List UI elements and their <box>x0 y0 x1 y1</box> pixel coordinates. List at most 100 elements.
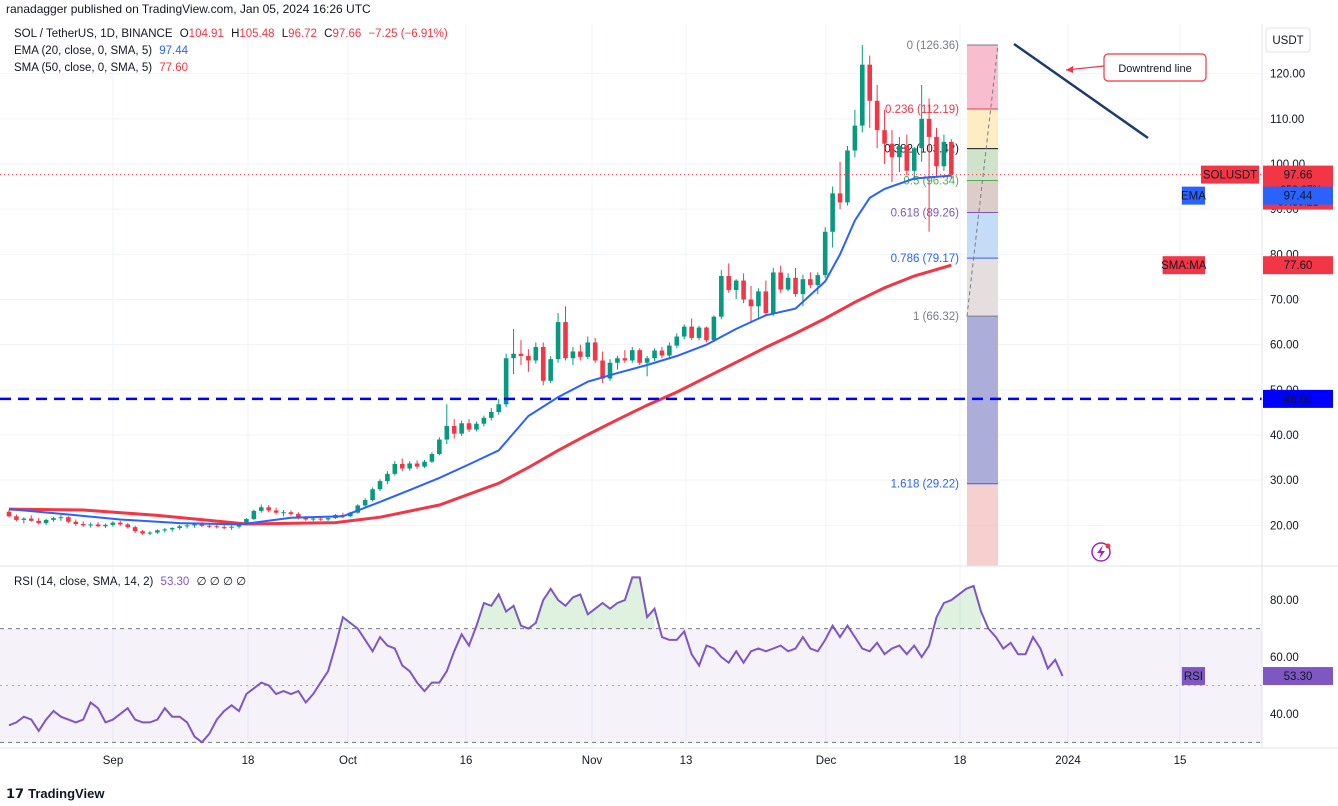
symbol-tag-box <box>1201 165 1259 184</box>
candle-body <box>466 423 472 430</box>
candle <box>437 437 442 456</box>
candle-body <box>414 463 420 467</box>
candle-body <box>125 524 131 528</box>
candle-body <box>221 527 227 529</box>
sma-tag-label: SMA:MA <box>1161 260 1207 272</box>
candle-body <box>644 358 650 363</box>
candle <box>273 507 279 515</box>
candle-body <box>741 280 746 300</box>
candle <box>66 516 71 524</box>
symbol-tag-text: SOLUSDT <box>1203 170 1257 182</box>
notification-dot <box>1105 543 1111 549</box>
candle-body <box>288 512 294 515</box>
candle <box>14 514 19 522</box>
candle-body <box>266 507 271 511</box>
candle <box>526 349 531 372</box>
candle <box>140 529 145 535</box>
candle-body <box>258 507 264 511</box>
candle-body <box>548 359 553 381</box>
candle-body <box>281 512 286 514</box>
downtrend-line[interactable] <box>1013 42 1149 140</box>
candle-body <box>622 358 628 361</box>
sma-legend[interactable]: SMA (50, close, 0, SMA, 5) 77.60 <box>14 62 192 74</box>
candle <box>511 328 516 375</box>
time-tick-label: Oct <box>339 755 358 767</box>
candle-body <box>481 417 487 424</box>
candle <box>310 517 316 522</box>
fibonacci-retracement[interactable]: 0 (126.36)0.236 (112.19)0.382 (103.42)0.… <box>884 40 999 566</box>
candle-body <box>140 531 145 534</box>
candle-body <box>934 136 939 167</box>
candle <box>325 517 331 521</box>
candle <box>837 161 843 210</box>
time-tick-label: Nov <box>582 755 603 767</box>
candle-body <box>429 453 435 462</box>
candle <box>451 419 457 439</box>
candle-body <box>229 526 234 528</box>
candle-body <box>80 523 86 526</box>
rsi-legend-value: 53.30 <box>160 576 190 588</box>
time-tick-label: 18 <box>242 755 255 767</box>
candle <box>919 84 924 162</box>
fib-level-label: 1.618 (29.22) <box>891 479 960 491</box>
candle-body <box>526 355 531 361</box>
candle-body <box>489 411 494 418</box>
candle-body <box>377 481 383 490</box>
currency-box[interactable] <box>1265 27 1311 53</box>
sma-legend-label: SMA (50, close, 0, SMA, 5) <box>14 62 153 74</box>
candle <box>941 134 947 171</box>
rsi-legend[interactable]: RSI (14, close, SMA, 14, 2) 53.30 ∅ ∅ ∅ … <box>14 574 250 588</box>
candle <box>459 420 464 436</box>
candle-body <box>615 358 620 363</box>
price-tick-label: 60.00 <box>1270 340 1299 352</box>
candle <box>355 504 361 514</box>
tradingview-logo[interactable]: 𝟭𝟳 TradingView <box>6 786 105 801</box>
candle <box>659 346 665 359</box>
sma-tag[interactable]: SMA:MA 77.60 <box>1161 256 1333 275</box>
candle-body <box>570 351 576 359</box>
sma50-line <box>8 263 952 526</box>
callout-box[interactable] <box>1103 53 1207 82</box>
candle <box>88 522 93 528</box>
ema-tag[interactable]: EMA 97.44 <box>1181 186 1333 205</box>
legend-symbol[interactable]: SOL / TetherUS, 1D, BINANCE <box>14 28 173 40</box>
ema-legend[interactable]: EMA (20, close, 0, SMA, 5) 97.44 <box>14 45 192 57</box>
candle-body <box>459 423 464 434</box>
candle <box>399 458 405 472</box>
candle <box>80 521 86 528</box>
candle <box>103 523 108 529</box>
candle <box>704 326 709 343</box>
rsi-tag-value: 53.30 <box>1284 671 1313 683</box>
candle-body <box>58 517 64 519</box>
candle-body <box>696 327 702 338</box>
main-legend: SOL / TetherUS, 1D, BINANCE O104.91 H105… <box>14 28 452 40</box>
candle <box>934 127 939 178</box>
rsi-tick-label: 60.00 <box>1270 652 1299 664</box>
candle-body <box>874 100 880 131</box>
candle <box>36 518 41 525</box>
candle-body <box>273 510 279 513</box>
lightning-glyph <box>1097 545 1105 559</box>
downtrend-drawing[interactable]: Downtrend line <box>1013 42 1207 140</box>
candle-body <box>756 291 761 307</box>
candle <box>785 273 791 292</box>
candle-body <box>659 350 665 356</box>
legend-close-label: C <box>324 28 333 40</box>
fib-level-label: 0.618 (89.26) <box>891 208 960 220</box>
time-tick-label: 2024 <box>1055 755 1081 767</box>
candle-body <box>733 280 739 291</box>
candle-body <box>496 404 502 412</box>
candle <box>58 514 64 521</box>
candle-body <box>207 525 212 527</box>
rsi-tag[interactable]: RSI 53.30 <box>1181 667 1333 686</box>
candle <box>830 186 835 248</box>
candlestick-series <box>6 44 954 536</box>
candle <box>689 318 694 341</box>
candle <box>644 355 650 377</box>
candle <box>125 523 131 529</box>
time-tick-label: 18 <box>954 755 967 767</box>
support-tag-value-box <box>1263 389 1333 408</box>
candle <box>726 263 732 293</box>
candle <box>533 342 539 364</box>
support-tag[interactable]: 48.00 <box>1263 389 1333 408</box>
